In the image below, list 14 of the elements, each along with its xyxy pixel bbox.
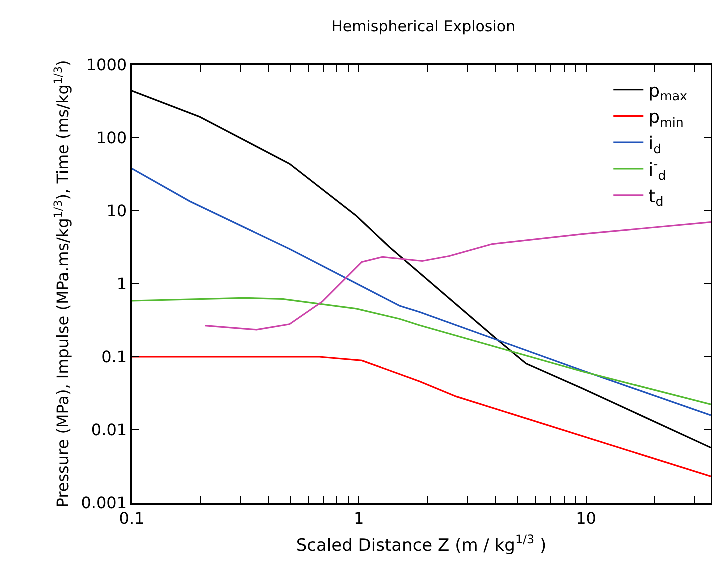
y-tick-label: 1 [116, 274, 128, 294]
chart-title: Hemispherical Explosion [332, 17, 516, 36]
x-axis-title: Scaled Distance Z (m / kg$^{1/3}$ ) [296, 532, 547, 556]
y-tick-label: 100 [96, 128, 128, 148]
x-tick-label: 1 [354, 508, 364, 528]
legend-label: i$_{d}$ [648, 134, 662, 156]
y-tick-label: 1000 [86, 56, 128, 75]
legend-label: t$_{d}$ [648, 186, 664, 210]
legend-label: p$_{min}$ [648, 107, 684, 130]
x-tick-label: 10 [576, 508, 596, 528]
y-tick-label: 10 [106, 202, 128, 221]
y-tick-label: 0.01 [91, 420, 128, 440]
y-tick-label: 0.1 [102, 348, 128, 367]
legend-label: p$_{max}$ [648, 80, 688, 104]
